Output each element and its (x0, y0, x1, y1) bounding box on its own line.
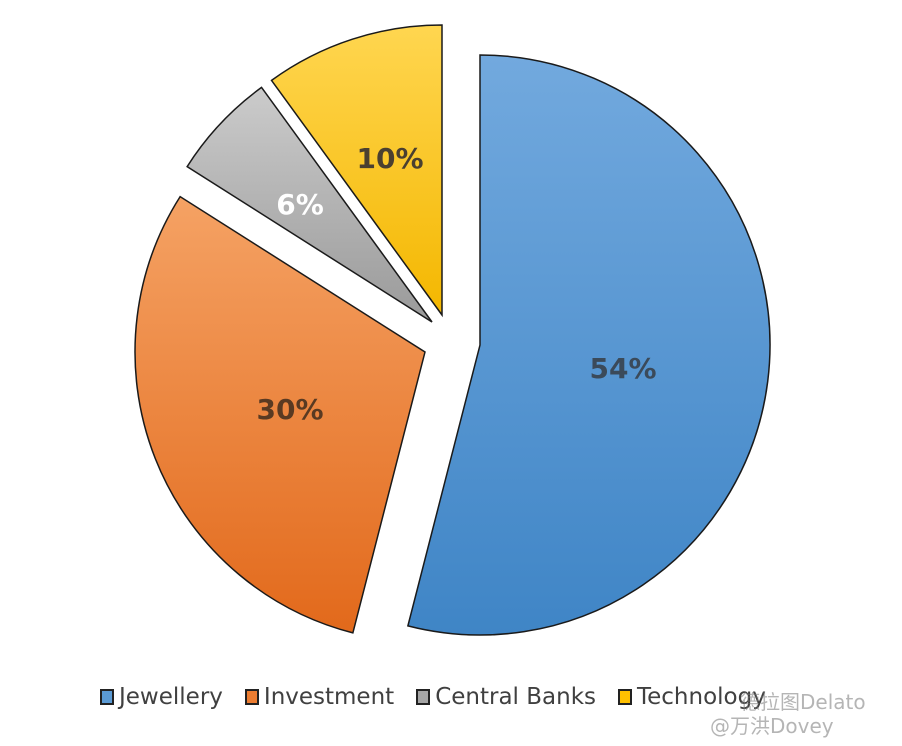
watermark-line2: @万洪Dovey (710, 714, 834, 738)
legend-item-investment: Investment (244, 684, 395, 710)
legend-label: Central Banks (435, 684, 596, 710)
legend-label: Jewellery (119, 684, 223, 710)
watermark-line1: 德拉图Delato (740, 690, 866, 714)
legend-label: Investment (263, 684, 395, 710)
legend-swatch (100, 689, 114, 705)
legend-item-technology: Technology (618, 684, 766, 710)
legend-item-central-banks: Central Banks (416, 684, 596, 710)
legend-swatch (618, 689, 632, 705)
pie-chart: 54% 30% 6% 10% (134, 24, 771, 636)
legend-swatch (244, 689, 259, 705)
pie-slice-investment (134, 195, 426, 634)
legend-label: Technology (637, 684, 766, 710)
pie-slice-technology (270, 24, 443, 318)
data-label: 6% (276, 188, 324, 221)
legend: Jewellery Investment Central Banks Techn… (100, 684, 766, 710)
data-label: 10% (356, 142, 423, 175)
watermark: 德拉图Delato @万洪Dovey (710, 690, 866, 738)
pie-slice-jewellery (406, 54, 771, 636)
legend-item-jewellery: Jewellery (100, 684, 223, 710)
data-label: 54% (589, 352, 656, 385)
data-label: 30% (256, 393, 323, 426)
legend-swatch (416, 689, 431, 705)
pie-slice-central-banks (186, 86, 433, 323)
